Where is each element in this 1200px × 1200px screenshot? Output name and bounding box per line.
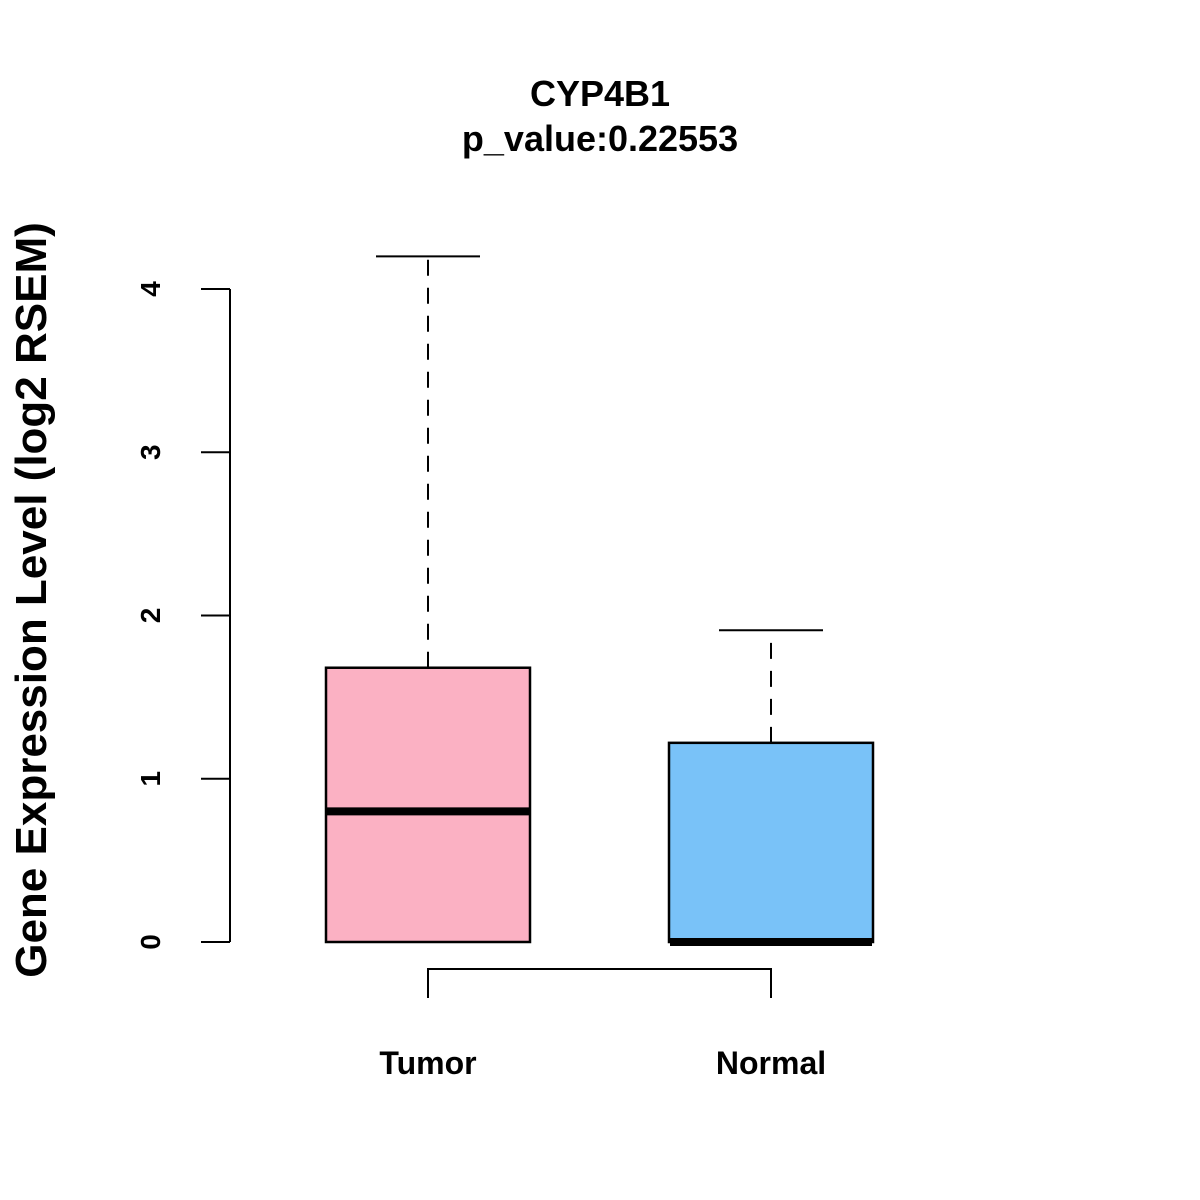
box-normal [667, 629, 875, 946]
box-tumor [324, 255, 532, 944]
y-tick-label: 4 [135, 281, 166, 297]
box-body [324, 666, 532, 944]
boxes [324, 255, 875, 946]
box-body [667, 741, 875, 944]
y-axis: 0 1 2 3 4 [135, 281, 231, 950]
x-axis-labels: Tumor Normal [379, 1045, 826, 1081]
x-label-tumor: Tumor [379, 1045, 476, 1081]
comparison-bracket [427, 968, 772, 998]
y-axis-label: Gene Expression Level (log2 RSEM) [7, 222, 56, 978]
chart-subtitle: p_value:0.22553 [462, 118, 738, 159]
y-tick-label: 2 [135, 608, 166, 624]
y-tick-label: 3 [135, 444, 166, 460]
bracket-line [427, 968, 772, 998]
chart-title: CYP4B1 [530, 73, 670, 114]
x-label-normal: Normal [716, 1045, 826, 1081]
y-tick-label: 0 [135, 934, 166, 950]
y-tick-label: 1 [135, 771, 166, 787]
